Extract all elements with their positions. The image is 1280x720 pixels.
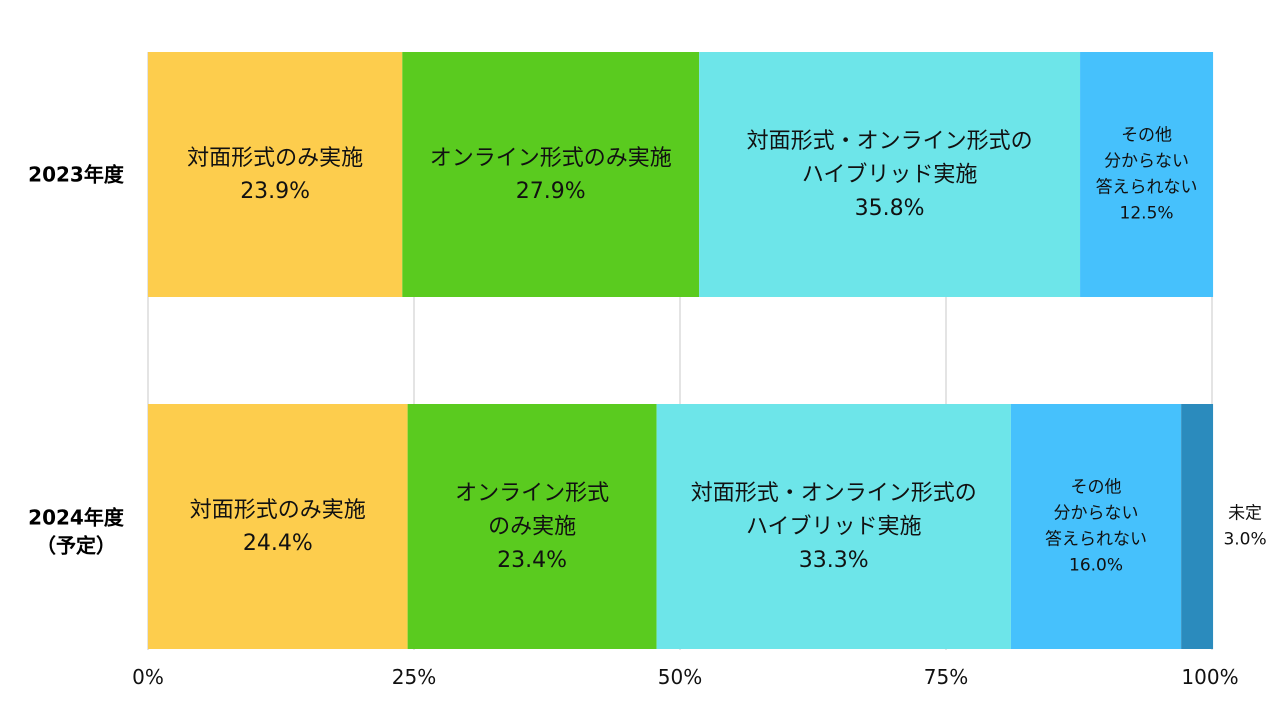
segment-label-line: 3.0% — [1223, 529, 1266, 549]
x-tick-label-4: 100% — [1181, 665, 1238, 689]
segment-label-line: 答えられない — [1045, 529, 1147, 549]
segment-label-line: 24.4% — [243, 531, 313, 556]
bar-segment-row0-series1 — [402, 52, 700, 297]
category-label-line: （予定） — [36, 534, 116, 558]
segment-label-line: 35.8% — [855, 195, 925, 220]
bar-segment-row1-series0 — [148, 404, 408, 649]
segment-label-line: 33.3% — [799, 547, 869, 572]
bar-segment-row0-series3 — [1080, 52, 1214, 297]
category-label-0: 2023年度 — [28, 163, 125, 187]
category-label-1: 2024年度 （予定） — [28, 506, 125, 558]
segment-label-line: 対面形式・オンライン形式の — [691, 481, 977, 506]
segment-label-row1-series1: オンライン形式のみ実施 23.4% — [455, 481, 609, 573]
segment-label-line: オンライン形式 — [455, 481, 609, 506]
bars — [148, 52, 1214, 649]
segment-label-row1-series4: 未定 3.0% — [1223, 504, 1266, 550]
segment-label-line: 分からない — [1054, 504, 1139, 524]
x-tick-label-0: 0% — [132, 665, 164, 689]
x-tick-label-3: 75% — [924, 665, 968, 689]
bar-segment-row0-series2 — [699, 52, 1081, 297]
segment-label-row1-series2: 対面形式・オンライン形式のハイブリッド実施 33.3% — [691, 481, 977, 573]
segment-label-row1-series0: 対面形式のみ実施 24.4% — [190, 497, 366, 555]
segment-label-row1-series3: その他分からない答えられない 16.0% — [1045, 478, 1147, 576]
segment-label-line: 対面形式のみ実施 — [187, 145, 363, 170]
bar-segment-row1-series3 — [1010, 404, 1182, 649]
segment-label-line: その他 — [1071, 478, 1122, 498]
segment-label-line: 対面形式のみ実施 — [190, 497, 366, 522]
segment-label-line: 12.5% — [1120, 203, 1174, 223]
category-label-line: 2023年度 — [28, 163, 125, 187]
segment-label-line: ハイブリッド実施 — [802, 162, 978, 187]
segment-label-line: その他 — [1121, 126, 1172, 146]
category-label-line: 2024年度 — [28, 506, 125, 530]
segment-label-line: 分からない — [1104, 152, 1189, 172]
segment-label-row0-series1: オンライン形式のみ実施 27.9% — [430, 145, 672, 203]
segment-label-line: 23.9% — [240, 179, 310, 204]
segment-label-line: 答えられない — [1096, 177, 1198, 197]
x-tick-label-2: 50% — [658, 665, 702, 689]
segment-labels: 対面形式のみ実施 23.9% オンライン形式のみ実施 27.9% 対面形式・オンライン形… — [187, 126, 1267, 576]
segment-label-row0-series2: 対面形式・オンライン形式のハイブリッド実施 35.8% — [747, 129, 1033, 221]
segment-label-line: ハイブリッド実施 — [746, 514, 922, 539]
bar-segment-row1-series2 — [656, 404, 1011, 649]
segment-label-row0-series0: 対面形式のみ実施 23.9% — [187, 145, 363, 203]
segment-label-line: 16.0% — [1069, 555, 1123, 575]
bar-segment-row1-series4 — [1181, 404, 1214, 649]
segment-label-line: のみ実施 — [488, 514, 576, 539]
x-axis-ticks: 0% 25% 50% 75% 100% — [132, 665, 1238, 689]
segment-label-line: 未定 — [1228, 504, 1262, 524]
segment-label-line: 対面形式・オンライン形式の — [747, 129, 1033, 154]
bar-segment-row1-series1 — [407, 404, 657, 649]
segment-label-line: オンライン形式のみ実施 — [430, 145, 672, 170]
x-tick-label-1: 25% — [392, 665, 436, 689]
category-labels: 2023年度 2024年度 （予定） — [28, 163, 125, 558]
segment-label-line: 27.9% — [516, 179, 586, 204]
segment-label-line: 23.4% — [497, 547, 567, 572]
bar-segment-row0-series0 — [148, 52, 403, 297]
segment-label-row0-series3: その他分からない答えられない 12.5% — [1096, 126, 1198, 224]
